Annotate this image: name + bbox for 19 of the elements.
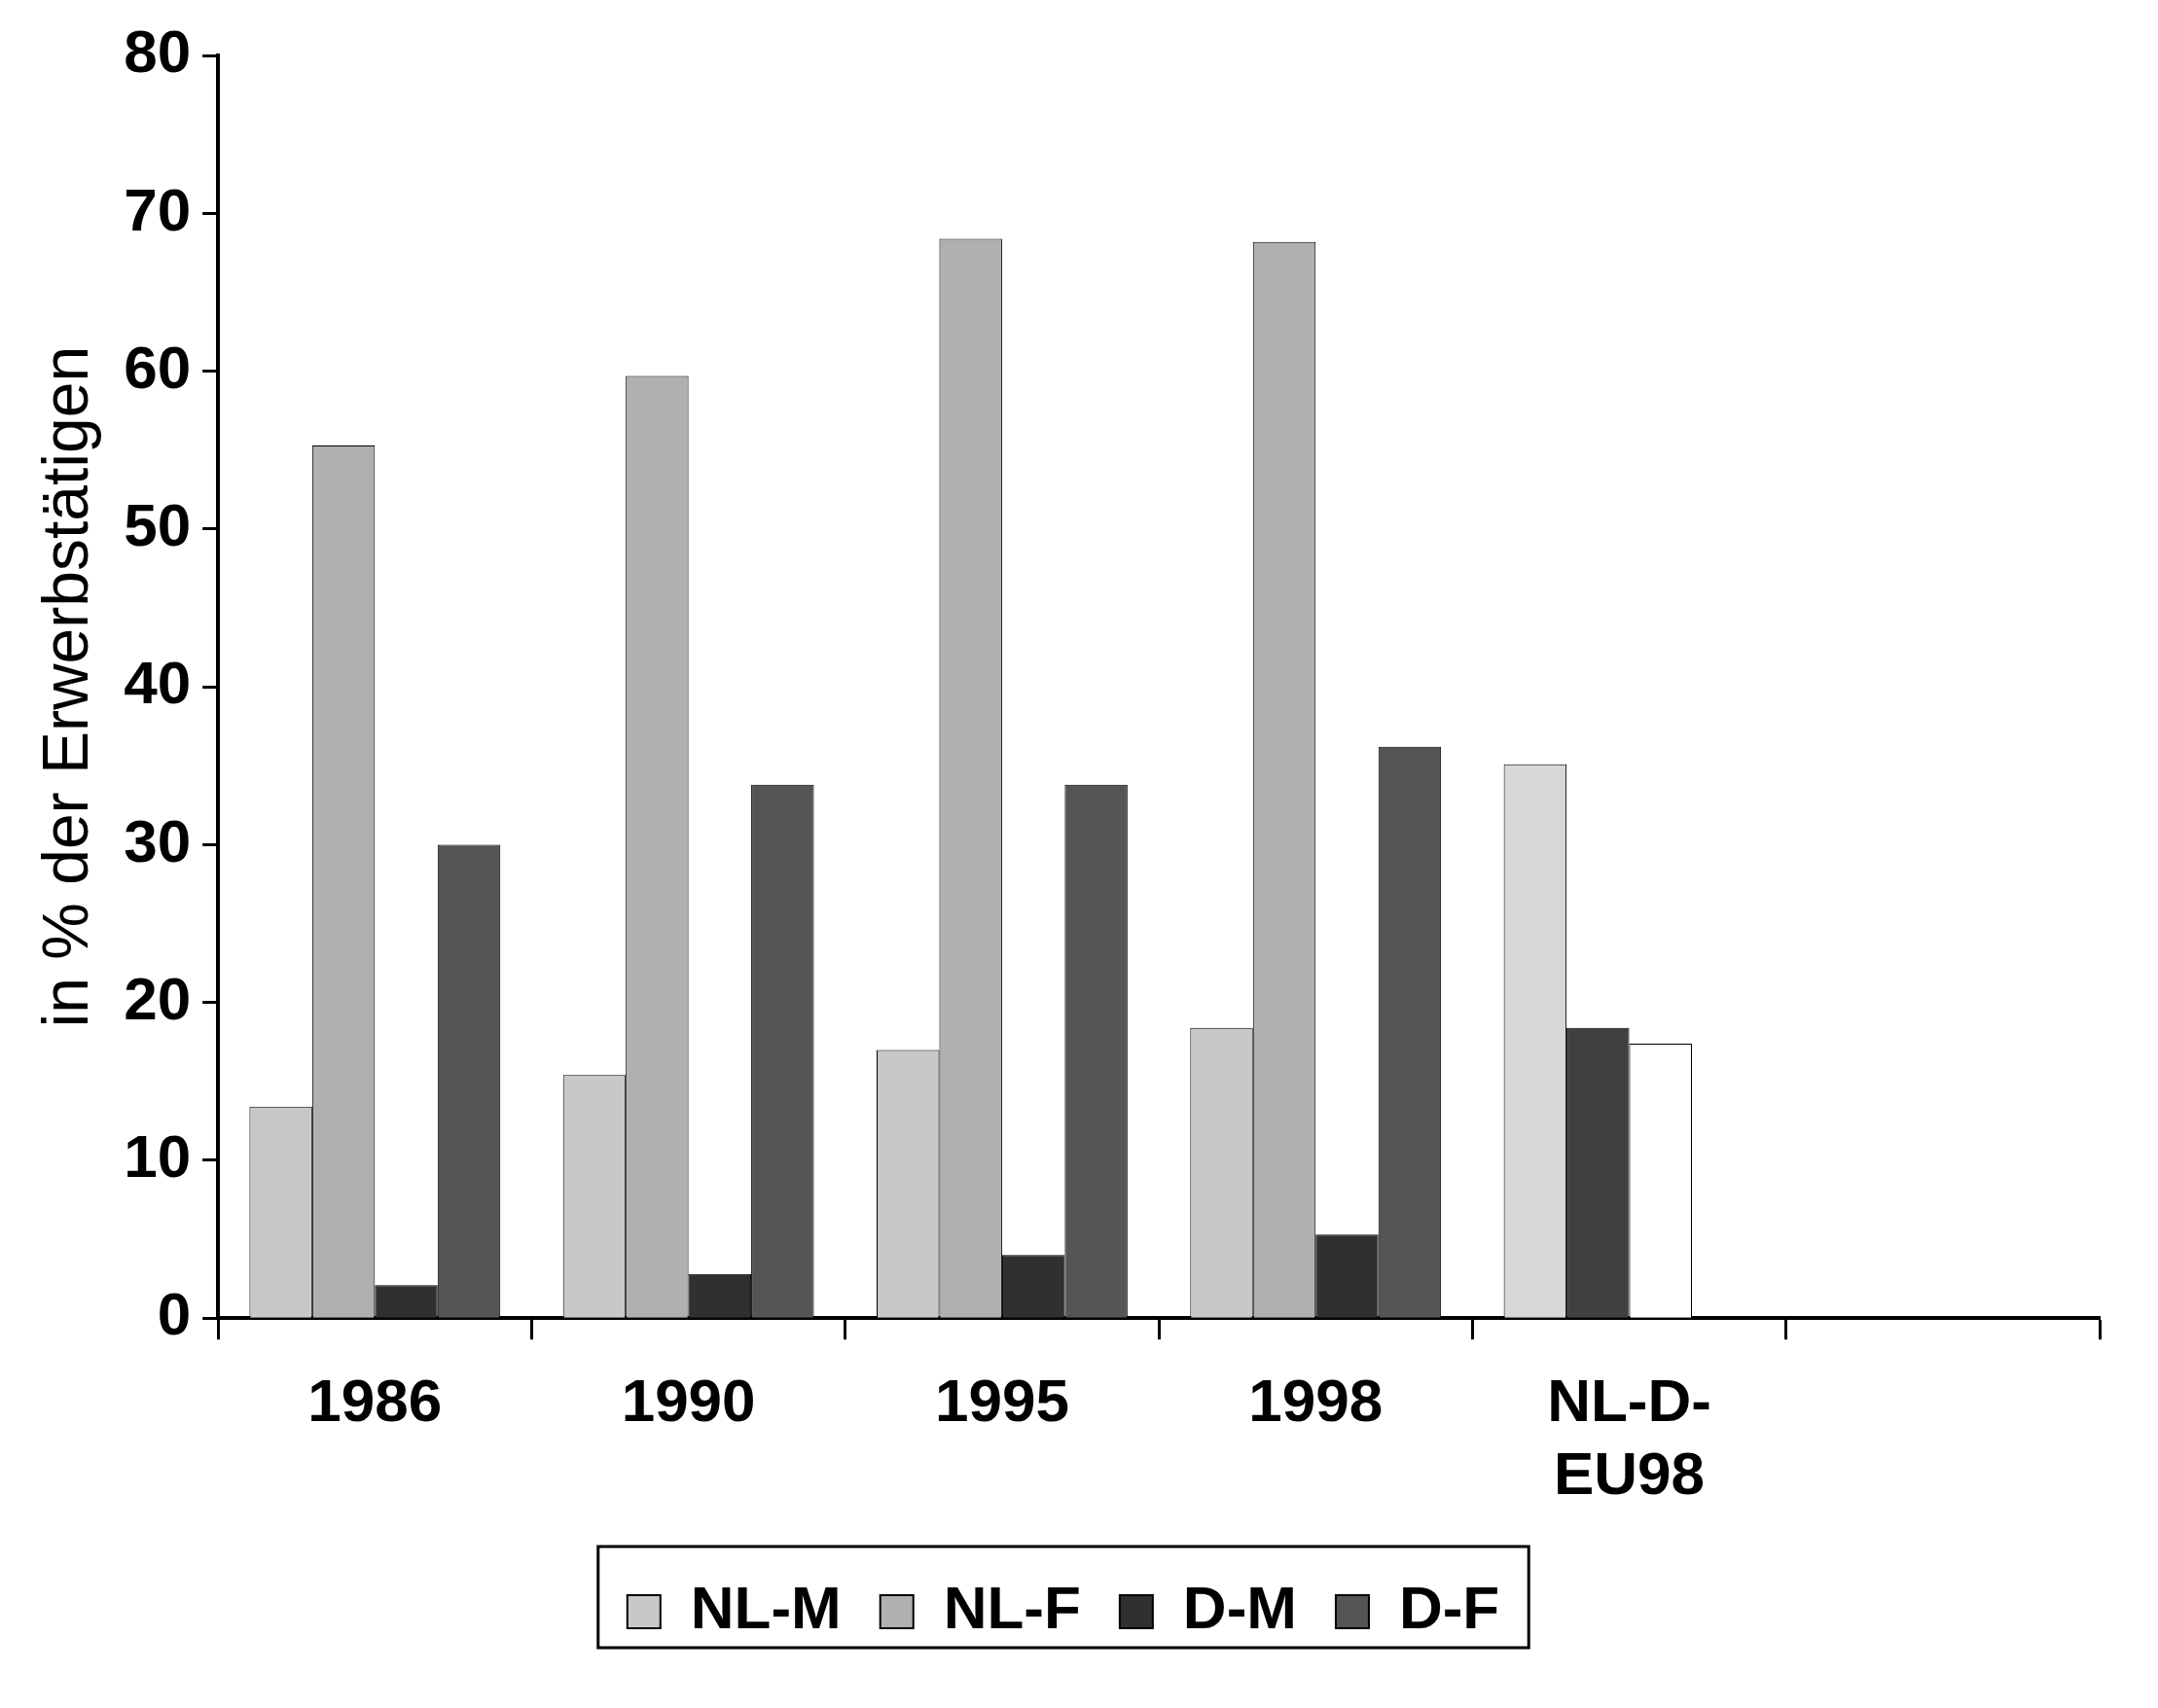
x-tick-label: 1986 xyxy=(307,1367,443,1435)
y-tick-label: 60 xyxy=(124,333,192,401)
legend-label: D-M xyxy=(1182,1574,1297,1642)
x-tick-label: NL-D- EU98 xyxy=(1547,1367,1711,1507)
x-tick-label: 1998 xyxy=(1248,1367,1384,1435)
y-tick-label: 10 xyxy=(124,1122,192,1191)
y-tick-label: 20 xyxy=(124,964,192,1032)
x-tick-label: 1995 xyxy=(934,1367,1069,1435)
y-tick-label: 80 xyxy=(124,18,192,86)
y-axis-title: in % der Erwerbstätigen xyxy=(28,345,101,1028)
x-tick-label: 1990 xyxy=(621,1367,756,1435)
legend-label: NL-F xyxy=(943,1574,1081,1642)
y-tick-label: 70 xyxy=(124,175,192,243)
y-tick-label: 30 xyxy=(124,806,192,874)
legend-label: D-F xyxy=(1398,1574,1500,1642)
y-tick-label: 50 xyxy=(124,491,192,559)
legend-label: NL-M xyxy=(690,1574,842,1642)
y-tick-label: 40 xyxy=(124,649,192,717)
y-tick-label: 0 xyxy=(157,1280,192,1348)
